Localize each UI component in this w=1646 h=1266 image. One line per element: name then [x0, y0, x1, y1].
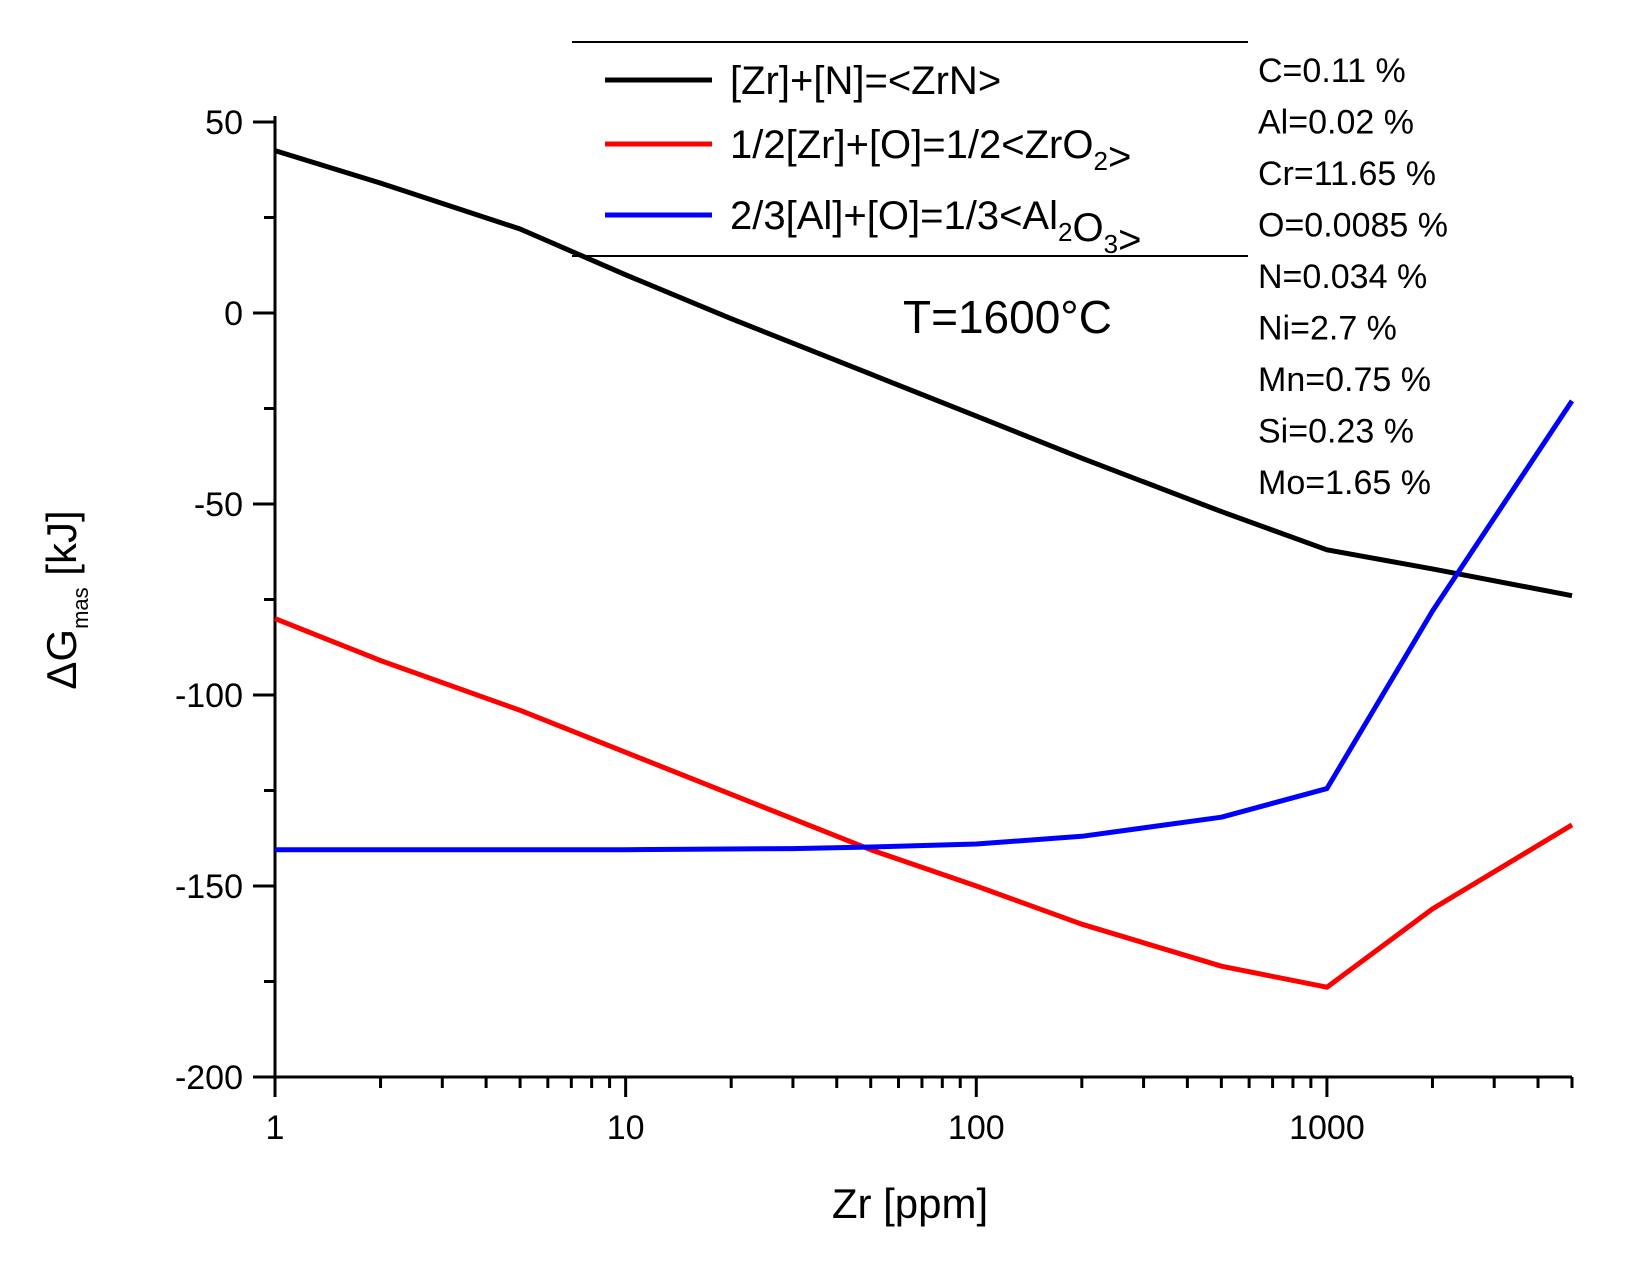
legend-label-2: 1/2[Zr]+[O]=1/2<ZrO2>	[730, 123, 1131, 179]
composition-list: C=0.11 % Al=0.02 % Cr=11.65 % O=0.0085 % N=0…	[1258, 52, 1448, 502]
composition-item: Cr=11.65 %	[1258, 155, 1436, 193]
y-axis-title: ΔGmas [kJ]	[38, 510, 93, 689]
x-tick-label: 1	[266, 1109, 285, 1147]
composition-item: C=0.11 %	[1258, 52, 1406, 90]
temperature-annotation: T=1600°C	[903, 291, 1112, 343]
y-axis-title-main: ΔG	[38, 629, 85, 690]
plot-area	[274, 148, 1575, 990]
y-tick-label: -50	[194, 486, 243, 524]
y-axis-title-unit: [kJ]	[38, 510, 85, 587]
y-tick-label: 50	[205, 104, 243, 142]
y-axis-title-sub: mas	[68, 587, 93, 629]
series-line-1	[274, 148, 1573, 599]
series-line-2	[274, 616, 1574, 990]
legend-label-1: [Zr]+[N]=<ZrN>	[730, 59, 1001, 103]
axes: 50 0 -50 -100 -150 -200 1 10 100 1000	[175, 104, 1574, 1147]
composition-item: Mo=1.65 %	[1258, 464, 1431, 502]
x-tick-label: 10	[607, 1109, 645, 1147]
y-tick-label: -100	[175, 677, 243, 715]
x-axis-title: Zr [ppm]	[832, 1180, 988, 1227]
legend-label-3: 2/3[Al]+[O]=1/3<Al2O3>	[730, 194, 1141, 262]
series-line-3	[275, 399, 1575, 853]
composition-item: Mn=0.75 %	[1258, 361, 1431, 399]
composition-item: Al=0.02 %	[1258, 104, 1414, 142]
x-tick-label: 1000	[1289, 1109, 1365, 1147]
x-tick-label: 100	[948, 1109, 1005, 1147]
composition-item: Ni=2.7 %	[1258, 310, 1397, 348]
legend: [Zr]+[N]=<ZrN> 1/2[Zr]+[O]=1/2<ZrO2> 2/3[A…	[572, 41, 1248, 262]
y-tick-label: -200	[175, 1059, 243, 1097]
y-tick-label: -150	[175, 868, 243, 906]
composition-item: N=0.034 %	[1258, 258, 1427, 296]
composition-item: O=0.0085 %	[1258, 207, 1448, 245]
y-tick-label: 0	[224, 295, 243, 333]
composition-item: Si=0.23 %	[1258, 413, 1414, 451]
